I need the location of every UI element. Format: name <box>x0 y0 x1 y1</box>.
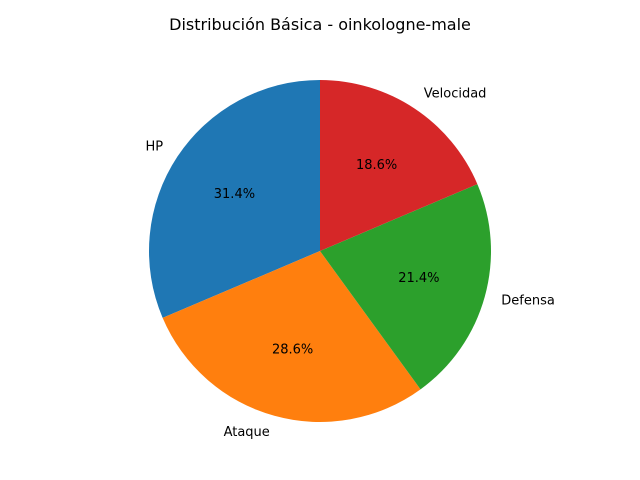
slice-value-label-ataque: 28.6% <box>272 342 313 357</box>
slice-label-velocidad: Velocidad <box>424 87 487 102</box>
pie-slice-defensa <box>320 184 491 390</box>
chart-title: Distribución Básica - oinkologne-male <box>169 15 471 34</box>
pie-slices <box>149 80 491 422</box>
pie-slice-ataque <box>162 251 421 422</box>
pie-labels: HP 31.4% Ataque 28.6% Defensa 21.4% Velocidad 1… <box>145 87 554 440</box>
slice-value-label-velocidad: 18.6% <box>356 158 397 173</box>
slice-label-hp: HP <box>145 140 163 155</box>
slice-label-ataque: Ataque <box>224 425 270 440</box>
pie-slice-hp <box>149 80 320 318</box>
slice-value-label-defensa: 21.4% <box>398 271 439 286</box>
slice-label-defensa: Defensa <box>501 294 555 309</box>
pie-slice-velocidad <box>320 80 478 251</box>
slice-value-label-hp: 31.4% <box>214 187 255 202</box>
